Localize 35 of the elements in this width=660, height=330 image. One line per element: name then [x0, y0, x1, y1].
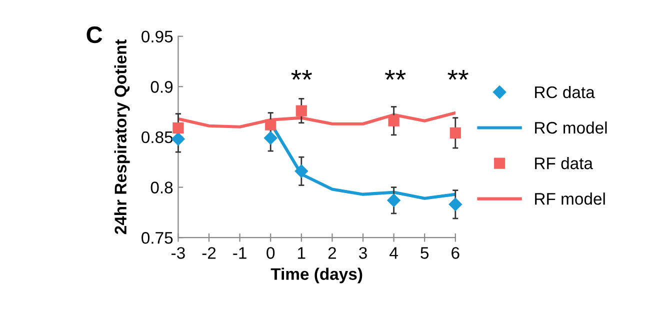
x-tick-label: 2: [328, 247, 336, 259]
x-tick-label: 4: [390, 247, 398, 259]
legend-label: RC data: [535, 86, 595, 98]
point: [387, 194, 400, 207]
point: [296, 105, 307, 116]
y-tick-label: 0.85: [142, 131, 173, 144]
annotation: **: [448, 70, 468, 80]
point: [264, 131, 278, 145]
x-tick-label: 0: [266, 247, 275, 259]
point: [265, 119, 276, 130]
point: [388, 115, 400, 126]
x-tick-label: -3: [172, 247, 185, 259]
x-tick-label: 6: [452, 247, 460, 259]
point: [294, 164, 308, 178]
annotation: **: [384, 70, 406, 80]
legend-label: RF data: [535, 157, 593, 170]
x-axis-title: Time (days): [270, 268, 362, 284]
point: [172, 122, 184, 134]
y-tick-label: 0.75: [142, 232, 173, 244]
legend-label: RF model: [535, 192, 605, 205]
x-tick-label: 1: [298, 247, 306, 259]
y-tick-label: 0.9: [150, 81, 173, 93]
x-tick-label: -1: [233, 247, 246, 259]
y-tick-label: 0.95: [142, 30, 173, 43]
point: [450, 127, 461, 138]
legend-label: RC model: [535, 121, 607, 134]
point: [172, 132, 185, 146]
y-tick-label: 0.8: [150, 182, 173, 194]
x-tick-label: 3: [359, 247, 367, 259]
point: [448, 198, 462, 211]
x-tick-label: -2: [202, 247, 216, 259]
text: C: [86, 26, 102, 44]
annotation: **: [291, 70, 312, 80]
y-axis-title: 24hr Respiratory Qotient: [114, 39, 130, 234]
x-tick-label: 5: [420, 247, 429, 259]
